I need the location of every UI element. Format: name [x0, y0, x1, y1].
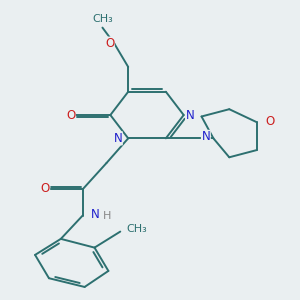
Text: O: O: [266, 115, 275, 128]
Text: N: N: [202, 130, 210, 143]
Text: N: N: [186, 109, 194, 122]
Text: O: O: [105, 37, 114, 50]
Text: O: O: [40, 182, 50, 195]
Text: N: N: [91, 208, 100, 220]
Text: N: N: [113, 132, 122, 145]
Text: CH₃: CH₃: [126, 224, 147, 234]
Text: CH₃: CH₃: [92, 14, 113, 24]
Text: H: H: [103, 211, 112, 221]
Text: O: O: [66, 109, 75, 122]
